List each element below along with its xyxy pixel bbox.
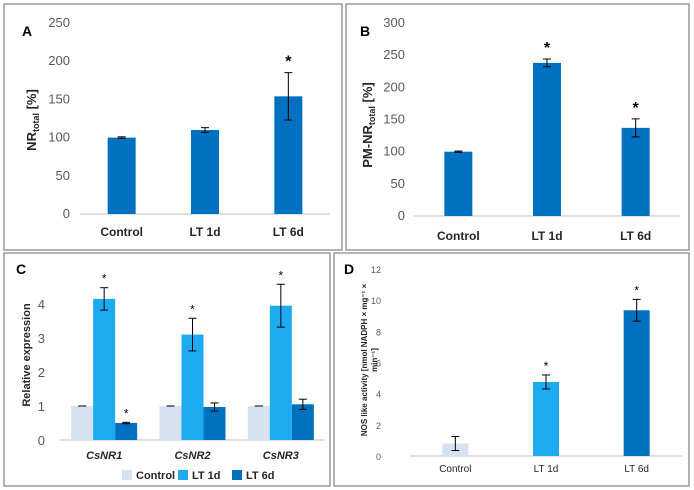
panel-b-ytick: 50 xyxy=(391,176,405,191)
panel-d-ytick: 0 xyxy=(376,452,381,462)
panel-d-ytick: 8 xyxy=(376,327,381,337)
panel-d-category-label: Control xyxy=(439,464,471,475)
panel-c-ytick: 3 xyxy=(38,331,45,346)
panel-c-bar xyxy=(247,406,270,440)
panel-b-category-label: Control xyxy=(437,229,480,243)
panel-c-legend-label: LT 1d xyxy=(192,470,221,482)
panel-b-ytick: 200 xyxy=(383,79,405,94)
panel-c-ytick: 0 xyxy=(38,433,45,448)
panel-c-bar xyxy=(71,406,94,440)
panel-c-bar xyxy=(93,298,116,440)
panel-d-bar xyxy=(623,310,650,456)
panel-c-chart: C 0 1 2 3 4 * * CsNR1 * CsNR2 * CsNR3 Relative expres… xyxy=(16,261,325,482)
panel-a-category-label: Control xyxy=(100,225,143,239)
panel-d-chart: D 0 2 4 6 8 10 12 Control * LT 1d * LT 6d NOS like ac… xyxy=(344,261,682,475)
panel-c-bar xyxy=(181,334,204,440)
panel-a-ytick: 150 xyxy=(48,91,70,106)
panel-a-ytick: 200 xyxy=(48,53,70,68)
panel-b-category-label: LT 6d xyxy=(620,229,651,243)
panel-b-bar xyxy=(621,127,650,216)
panel-b-letter: B xyxy=(360,23,370,39)
panel-d-ylabel-line2: min⁻¹] xyxy=(370,348,379,372)
panel-c-gene-label: CsNR2 xyxy=(174,450,210,462)
panel-a-ytick: 250 xyxy=(48,15,70,30)
panel-c-bar xyxy=(159,406,182,440)
panel-d-ytick: 6 xyxy=(376,359,381,369)
panel-a-ylabel: NRtotal [%] xyxy=(24,89,41,151)
panel-c-legend-swatch xyxy=(122,470,132,480)
panel-b-bar xyxy=(533,62,561,217)
panel-b-ytick: 300 xyxy=(383,15,405,30)
panel-d-ylabel: NOS like activity [nmol NADPH × mg⁻¹ × xyxy=(360,284,369,437)
panel-c-ytick: 4 xyxy=(38,297,45,312)
panel-a-ytick: 0 xyxy=(63,206,70,221)
panel-a-letter: A xyxy=(22,23,32,39)
panel-c-gene-label: CsNR1 xyxy=(86,450,122,462)
panel-b-ylabel: PM-NRtotal [%] xyxy=(360,82,377,167)
panel-c-ytick: 1 xyxy=(38,399,45,414)
panel-b-significance-star: * xyxy=(633,100,640,117)
panel-b-ytick: 100 xyxy=(383,144,405,159)
panel-d-ytick: 10 xyxy=(371,296,381,306)
panel-c-ytick: 2 xyxy=(38,365,45,380)
panel-c-significance-star: * xyxy=(278,268,283,282)
panel-b-ytick: 0 xyxy=(398,208,405,223)
panel-b-ytick: 250 xyxy=(383,47,405,62)
panel-b-bar xyxy=(444,151,473,216)
panel-b-category-label: LT 1d xyxy=(531,229,562,243)
panel-c-legend-label: Control xyxy=(136,470,175,482)
panel-c-bar xyxy=(291,404,314,440)
panel-b-chart: B 0 50 100 150 200 250 300 Control * LT 1d * LT 6d PM… xyxy=(360,15,680,243)
panel-a-category-label: LT 1d xyxy=(189,225,220,239)
panel-d-ytick: 4 xyxy=(376,390,381,400)
panel-d-significance-star: * xyxy=(544,359,549,373)
panel-d-bar xyxy=(533,381,559,456)
panel-d-letter: D xyxy=(344,261,354,277)
panel-b-ytick: 150 xyxy=(383,112,405,127)
panel-c-significance-star: * xyxy=(124,406,129,420)
panel-a-category-label: LT 6d xyxy=(273,225,304,239)
panel-c-letter: C xyxy=(16,261,26,277)
panel-d-category-label: LT 6d xyxy=(624,464,649,475)
panel-c-legend-swatch xyxy=(232,470,242,480)
panel-a-bar xyxy=(107,137,136,214)
panel-d-ytick: 12 xyxy=(371,265,381,275)
panel-c-bar xyxy=(269,305,292,440)
panel-c-ylabel: Relative expression xyxy=(21,303,33,407)
panel-c-significance-star: * xyxy=(102,272,107,286)
panel-c-significance-star: * xyxy=(190,302,195,316)
panel-a-ytick: 50 xyxy=(56,168,70,183)
panel-d-ytick: 2 xyxy=(376,421,381,431)
panel-a-significance-star: * xyxy=(285,54,292,71)
panel-c-gene-label: CsNR3 xyxy=(263,450,299,462)
panel-c-bar xyxy=(203,407,226,440)
panel-c-legend-swatch xyxy=(178,470,188,480)
panel-a-ytick: 100 xyxy=(48,130,70,145)
panel-b-significance-star: * xyxy=(544,40,551,57)
panel-c-legend-label: LT 6d xyxy=(246,470,275,482)
panel-a-bar xyxy=(191,129,219,214)
panel-a-chart: A 0 50 100 150 200 250 Control LT 1d * LT 6d NRtota… xyxy=(22,15,330,239)
panel-d-significance-star: * xyxy=(634,283,639,297)
panel-d-category-label: LT 1d xyxy=(534,464,559,475)
panel-c-bar xyxy=(115,423,138,440)
